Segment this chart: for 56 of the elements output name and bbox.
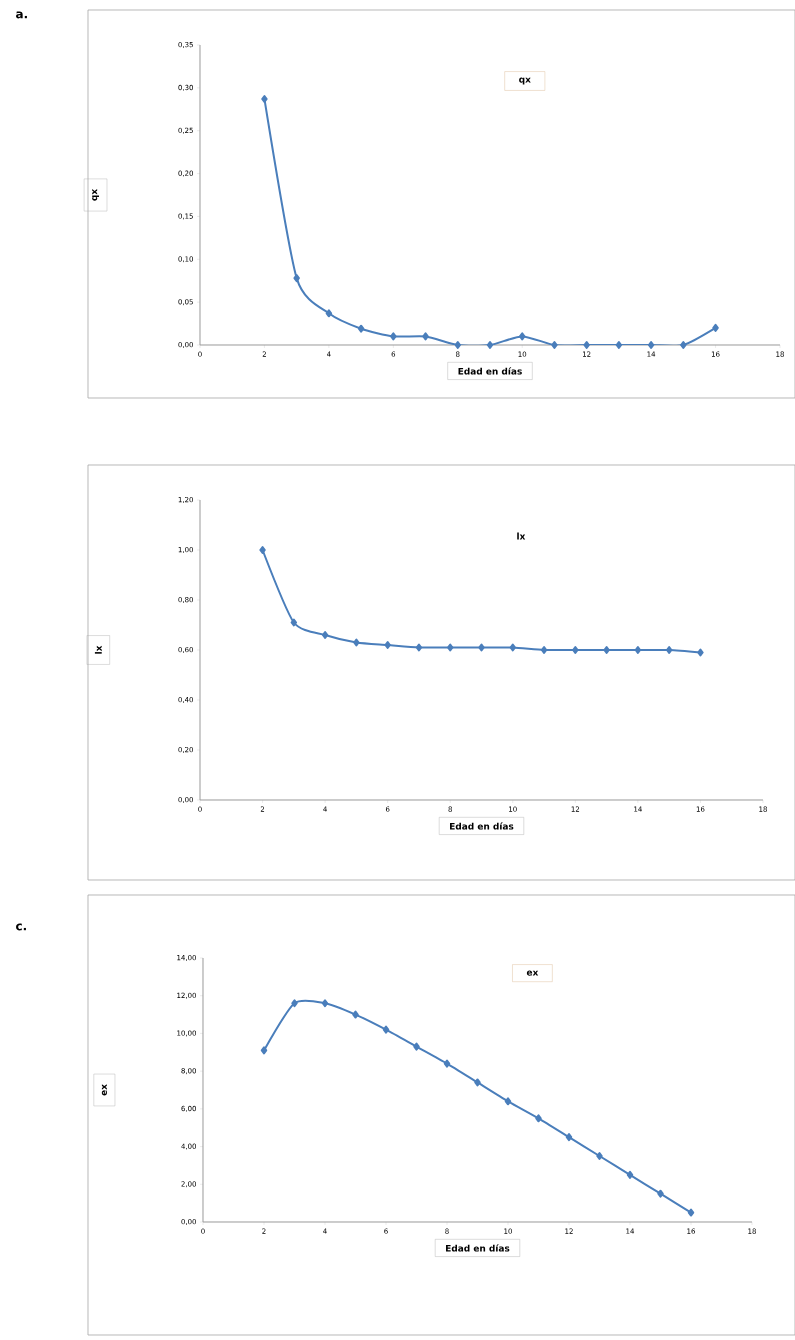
point	[626, 1170, 634, 1179]
point	[571, 645, 579, 654]
text: a.	[15, 11, 27, 19]
point	[454, 340, 461, 349]
point	[712, 323, 719, 332]
point	[486, 340, 494, 349]
point	[478, 643, 485, 652]
point	[679, 340, 687, 349]
point	[413, 1042, 420, 1051]
y-axis-title: qx	[91, 189, 99, 201]
point	[325, 309, 332, 318]
point	[261, 94, 268, 103]
point	[321, 630, 329, 639]
point	[384, 640, 391, 649]
point	[596, 1151, 603, 1160]
point	[504, 1097, 512, 1106]
point	[540, 645, 548, 654]
y-axis-title: ex	[101, 1084, 107, 1096]
point	[551, 340, 558, 349]
point	[291, 999, 298, 1008]
text: lx	[517, 532, 526, 540]
point	[657, 1189, 664, 1198]
point	[290, 618, 297, 627]
y-axis-title: lx	[94, 645, 102, 654]
text: ex	[526, 970, 539, 976]
x-axis-title: Edad en días	[445, 1244, 510, 1252]
point	[382, 1025, 390, 1034]
point	[697, 648, 704, 657]
point	[634, 645, 641, 654]
point	[446, 643, 454, 652]
point	[415, 643, 423, 652]
point	[565, 1133, 573, 1142]
point	[474, 1078, 481, 1087]
x-axis-title: Edad en días	[449, 822, 514, 830]
point	[321, 999, 329, 1008]
point	[422, 332, 429, 341]
point	[518, 332, 526, 341]
x-axis-title: Edad en días	[458, 367, 522, 375]
text: qx	[518, 77, 531, 85]
text: c.	[15, 923, 26, 931]
point	[352, 1010, 359, 1019]
point	[352, 638, 360, 647]
point	[293, 274, 300, 283]
point	[509, 643, 516, 652]
point	[615, 340, 622, 349]
point	[535, 1114, 542, 1123]
point	[603, 645, 610, 654]
point	[443, 1059, 451, 1068]
point	[647, 340, 655, 349]
point	[259, 545, 266, 554]
point	[583, 340, 590, 349]
point	[687, 1208, 695, 1217]
point	[357, 324, 365, 333]
point	[260, 1046, 268, 1055]
point	[665, 645, 673, 654]
point	[389, 332, 397, 341]
